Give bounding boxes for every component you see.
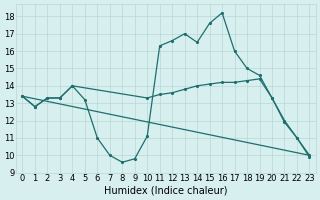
X-axis label: Humidex (Indice chaleur): Humidex (Indice chaleur): [104, 186, 228, 196]
